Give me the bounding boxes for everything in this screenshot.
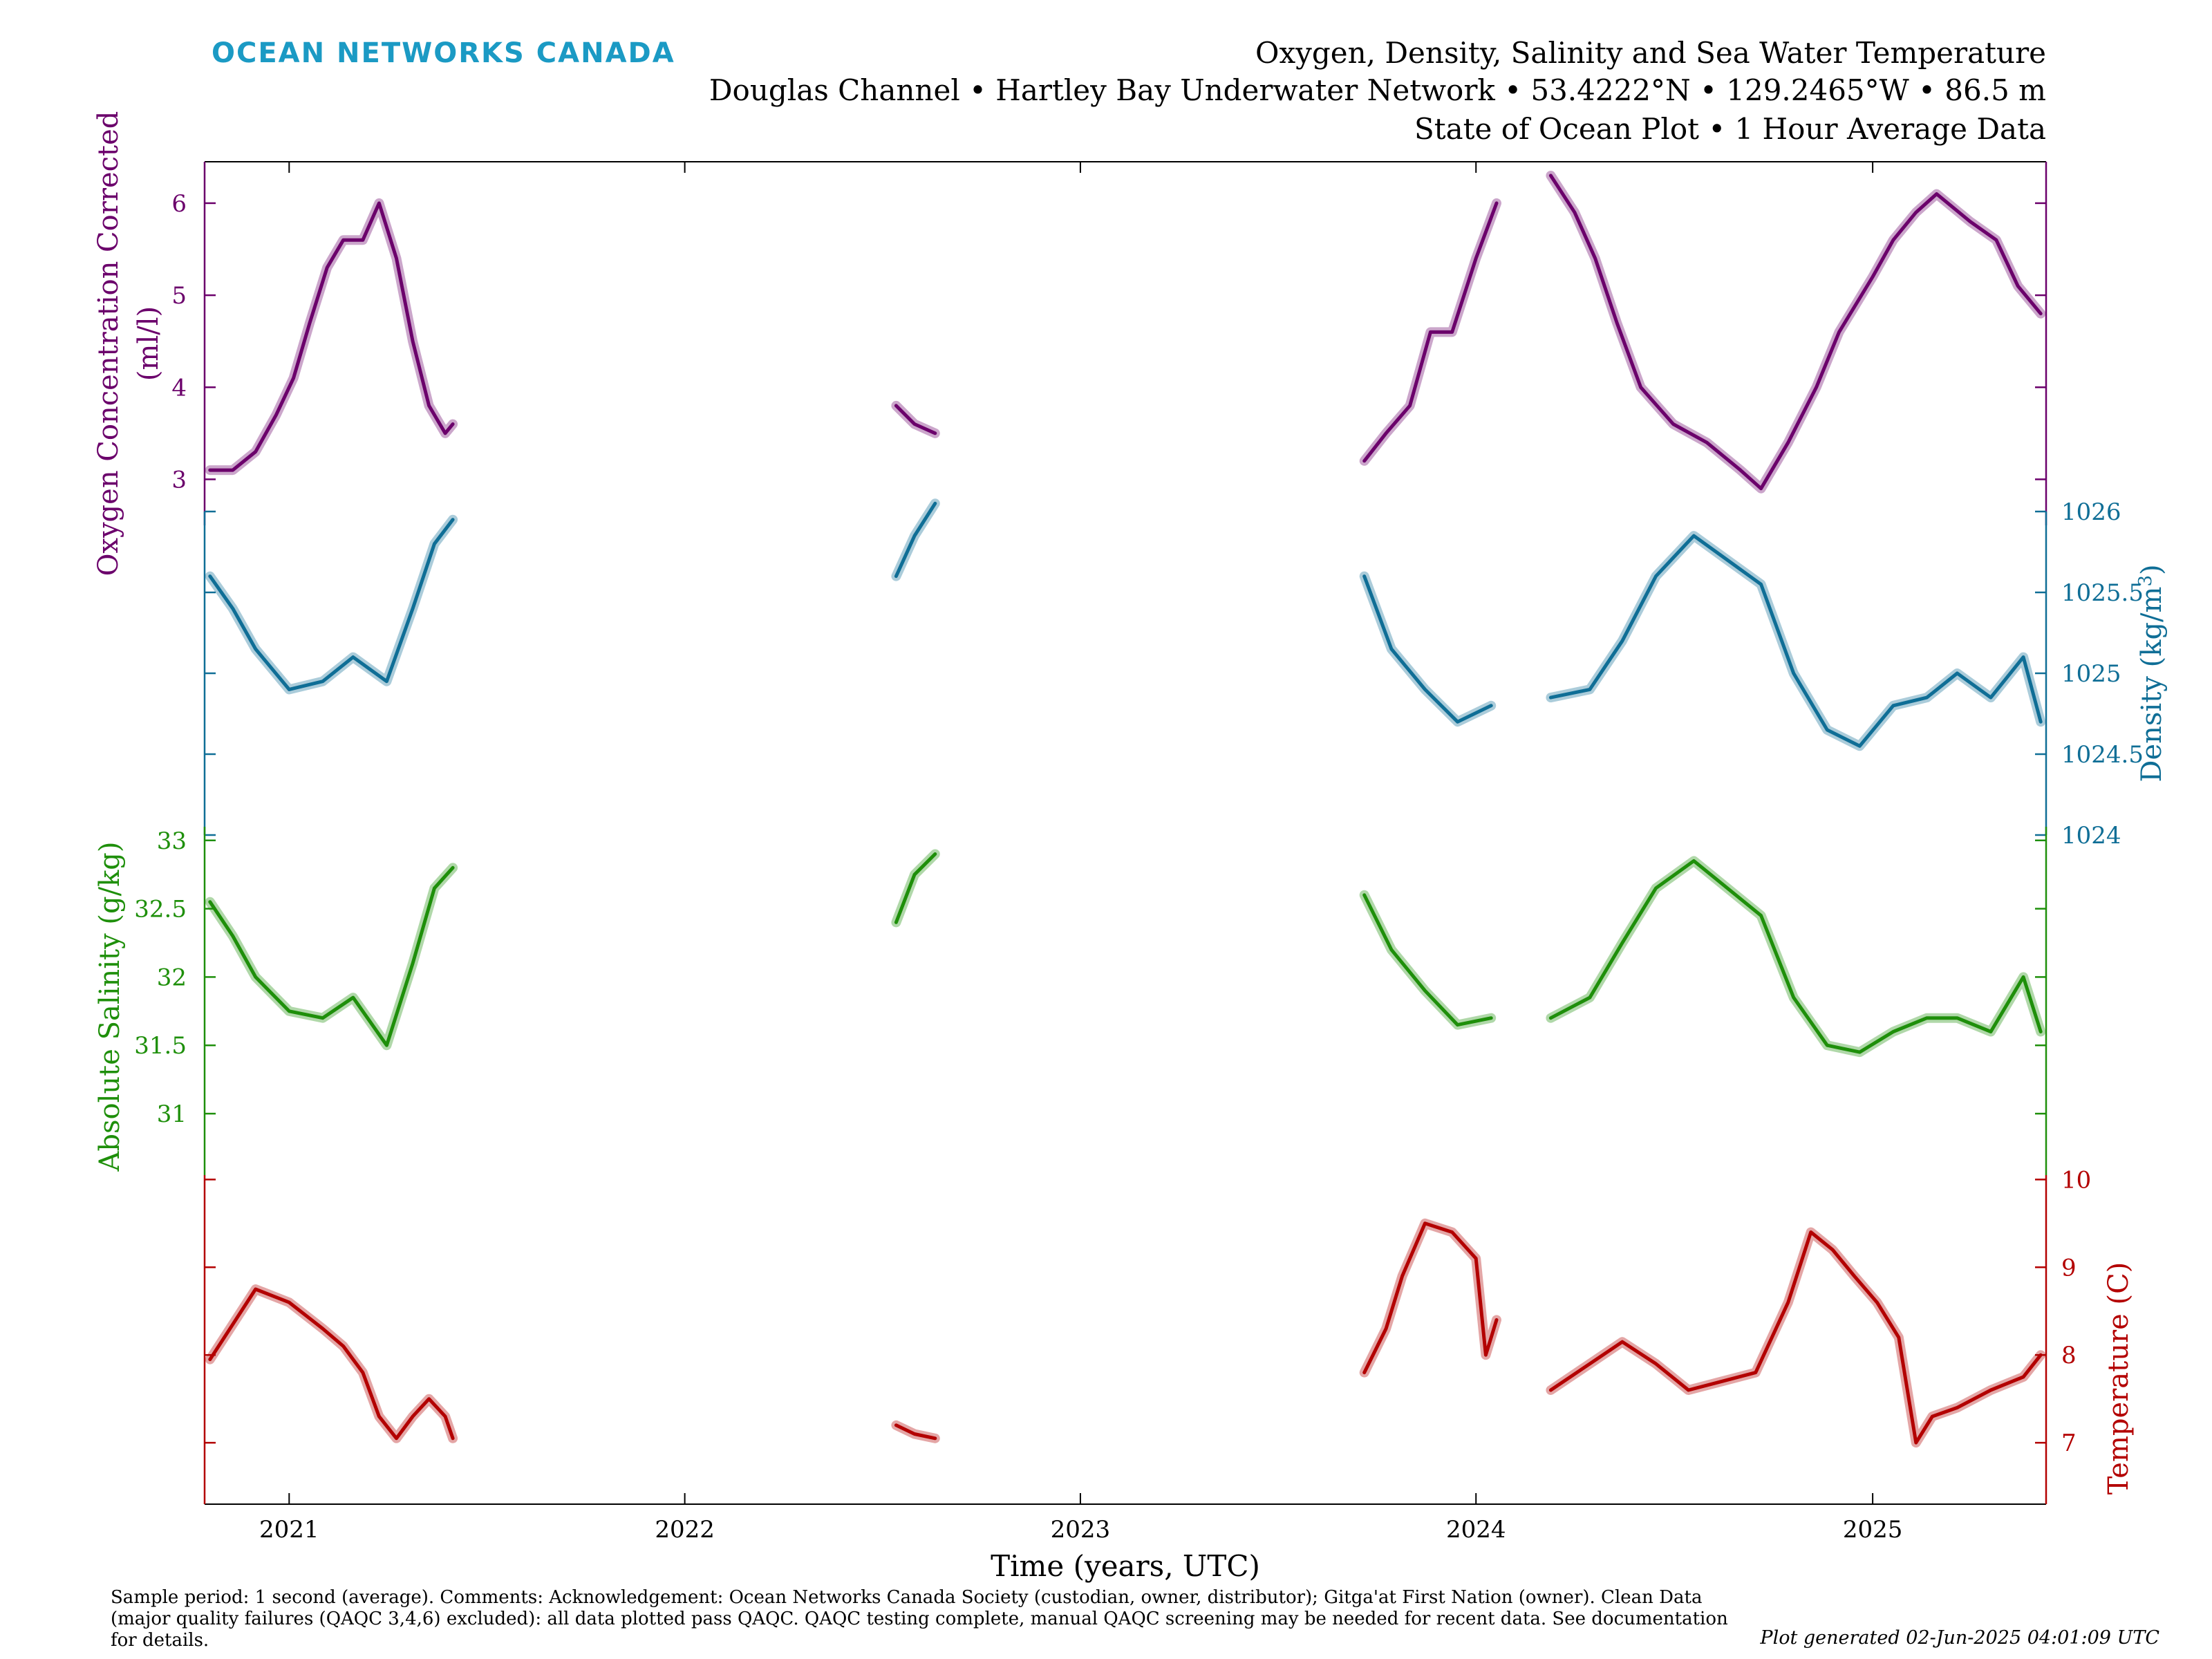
- salinity-series-line-0: [208, 865, 455, 1047]
- x-tick-label-2024: 2024: [1446, 1516, 1506, 1544]
- oxygen-series-line-0: [208, 201, 455, 472]
- density-series-line-1: [894, 501, 937, 579]
- density-axis-label-main: Density (kg/m: [2136, 587, 2168, 782]
- salinity-axis-label: Absolute Salinity (g/kg): [94, 841, 126, 1172]
- density-ytick-label: 1025: [2061, 660, 2121, 688]
- salinity-ytick-label: 31: [157, 1100, 187, 1128]
- salinity-series-band-1: [891, 849, 940, 928]
- footer-comments: Sample period: 1 second (average). Comme…: [111, 1587, 1728, 1651]
- density-panel: 1024 1024.5 1025 1025.5 1026 Density (kg/m3): [203, 498, 2168, 850]
- temperature-ytick-label: 9: [2061, 1254, 2077, 1282]
- density-series-line-2: [1362, 574, 1493, 724]
- oxygen-series-band-0: [205, 198, 458, 476]
- oxygen-ytick-label: 5: [171, 282, 187, 310]
- salinity-series-band-2: [1359, 890, 1497, 1030]
- plot-frame: [205, 161, 2046, 1505]
- salinity-ytick-label: 33: [157, 827, 187, 855]
- oxygen-ytick-label: 3: [171, 466, 187, 494]
- density-series-band-3: [1546, 531, 2046, 751]
- oxygen-panel: 3 4 5 6 Oxygen Concentration Corrected (ml/l): [93, 111, 2047, 577]
- salinity-series-line-3: [1548, 859, 2043, 1054]
- plot-subtitle-type: State of Ocean Plot • 1 Hour Average Dat…: [1414, 112, 2046, 146]
- salinity-series-line-1: [894, 852, 937, 924]
- oxygen-series-band-3: [1546, 171, 2046, 494]
- x-axis-label: Time (years, UTC): [991, 1549, 1260, 1583]
- density-series-line-0: [208, 518, 455, 691]
- temperature-series-band-2: [1359, 1218, 1501, 1378]
- temperature-series-line-3: [1548, 1230, 2043, 1445]
- x-tick-label-2023: 2023: [1051, 1516, 1111, 1544]
- plot-subtitle-location: Douglas Channel • Hartley Bay Underwater…: [709, 73, 2046, 107]
- temperature-series-band-3: [1546, 1227, 2046, 1448]
- density-series-band-2: [1359, 571, 1497, 727]
- salinity-ytick-label: 32.5: [134, 896, 187, 924]
- temperature-series-line-1: [894, 1423, 937, 1441]
- x-tick-label-2022: 2022: [655, 1516, 715, 1544]
- temperature-series-line-2: [1362, 1221, 1499, 1375]
- chart-panels: 3 4 5 6 Oxygen Concentration Corrected (ml/l)…: [93, 111, 2168, 1504]
- density-axis-label-sup: 3: [2135, 575, 2156, 587]
- oxygen-axis-unit: (ml/l): [133, 306, 165, 381]
- oxygen-axis-label: Oxygen Concentration Corrected: [93, 111, 124, 577]
- x-tick-label-2021: 2021: [259, 1516, 319, 1544]
- temperature-series-band-0: [205, 1284, 458, 1443]
- temperature-panel: 7 8 9 10 Temperature (C): [203, 1166, 2135, 1504]
- density-series-line-3: [1548, 534, 2043, 748]
- salinity-panel: 31 31.5 32 32.5 33 Absolute Salinity (g/kg): [94, 827, 2047, 1175]
- oxygen-series-line-1: [894, 404, 937, 435]
- plot-title: Oxygen, Density, Salinity and Sea Water …: [1255, 36, 2046, 70]
- oxygen-ytick-label: 6: [171, 190, 187, 218]
- plot-generated-timestamp: Plot generated 02-Jun-2025 04:01:09 UTC: [1760, 1627, 2159, 1649]
- x-axis: 2021 2022 2023 2024 2025 Time (years, UTC): [259, 162, 1902, 1583]
- salinity-ytick-label: 32: [157, 964, 187, 991]
- density-series-band-0: [205, 514, 458, 695]
- oxygen-ytick-label: 4: [171, 374, 187, 402]
- x-tick-label-2025: 2025: [1843, 1516, 1903, 1544]
- density-ytick-label: 1025.5: [2061, 579, 2144, 607]
- salinity-series-line-2: [1362, 893, 1493, 1027]
- temperature-axis-label: Temperature (C): [2103, 1262, 2135, 1495]
- density-ytick-label: 1024: [2061, 822, 2121, 850]
- oxygen-series-line-3: [1548, 174, 2043, 491]
- temperature-series-line-0: [208, 1287, 455, 1441]
- temperature-ytick-label: 10: [2061, 1166, 2091, 1194]
- brand-logo: OCEAN NETWORKS CANADA: [212, 37, 675, 69]
- density-ytick-label: 1024.5: [2061, 741, 2144, 769]
- salinity-ytick-label: 31.5: [134, 1032, 187, 1060]
- temperature-ytick-label: 7: [2061, 1430, 2077, 1457]
- density-axis-label-end: ): [2136, 564, 2168, 575]
- density-axis-label: Density (kg/m3): [2135, 564, 2168, 782]
- temperature-ytick-label: 8: [2061, 1342, 2077, 1369]
- density-ytick-label: 1026: [2061, 498, 2121, 526]
- oxygen-series-line-2: [1362, 201, 1499, 463]
